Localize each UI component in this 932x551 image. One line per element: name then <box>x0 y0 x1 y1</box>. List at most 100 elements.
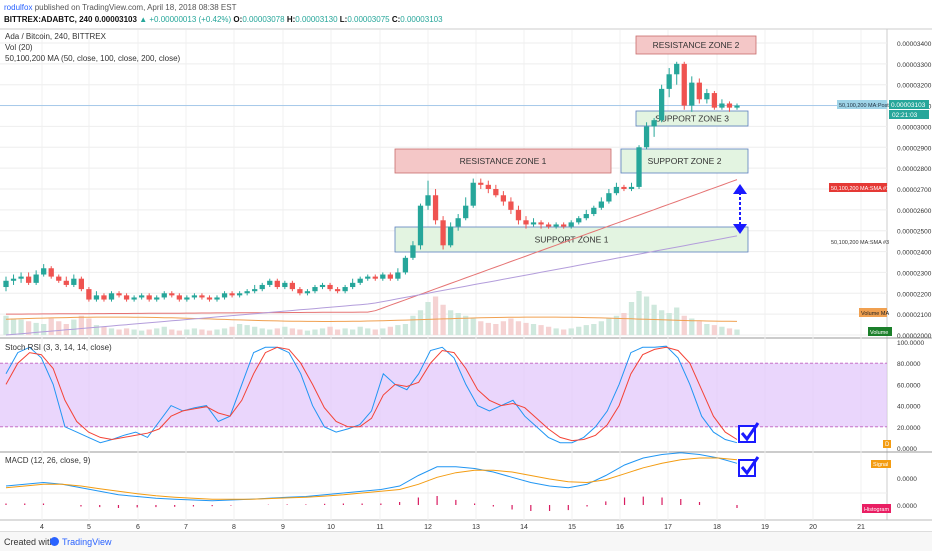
volume-bar <box>704 324 710 335</box>
candle-body <box>63 280 69 285</box>
candle-body <box>659 88 665 121</box>
candle-body <box>25 276 32 283</box>
volume-bar <box>25 321 32 335</box>
volume-bar <box>500 321 507 335</box>
candle-body <box>319 284 326 288</box>
candle-body <box>380 274 386 279</box>
ohlc-l-key: L: <box>339 15 348 24</box>
volume-bar <box>3 315 9 335</box>
tradingview-link[interactable]: TradingView <box>62 537 112 547</box>
volume-bar <box>48 318 54 335</box>
volume-bar <box>621 313 627 335</box>
volume-bar <box>176 330 182 335</box>
volume-bar <box>274 328 280 335</box>
volume-bar <box>10 318 17 335</box>
checkbox-icon <box>738 456 760 477</box>
price-tick-label: 0.00003200 <box>897 83 932 90</box>
candle-body <box>417 205 424 246</box>
volume-bar <box>282 326 288 335</box>
author-link[interactable]: rodulfox <box>4 3 33 12</box>
volume-bar <box>93 325 100 335</box>
candle-body <box>530 222 537 225</box>
candle-body <box>463 205 469 219</box>
candle-body <box>365 276 371 279</box>
stoch-rsi-pane <box>0 345 887 444</box>
volume-bar <box>387 326 393 335</box>
volume-bar <box>357 326 363 335</box>
candle-body <box>131 297 137 300</box>
candle-body <box>636 147 642 187</box>
time-tick-label: 15 <box>568 524 576 531</box>
volume-bar <box>666 313 672 335</box>
stoch-tick-label: 80.0000 <box>897 361 921 368</box>
volume-bar <box>372 329 378 335</box>
price-tick-label: 0.00002900 <box>897 145 932 152</box>
candle-body <box>553 224 559 227</box>
volume-bar <box>674 307 680 335</box>
candle-body <box>191 295 198 298</box>
time-tick-label: 13 <box>472 524 480 531</box>
signal-badge: Signal <box>873 462 888 468</box>
ohlc-h-key: H: <box>286 15 296 24</box>
candle-body <box>71 278 77 285</box>
stoch-tick-label: 40.0000 <box>897 404 921 411</box>
price-tick-label: 0.00002400 <box>897 250 932 257</box>
volume-bar <box>417 310 424 335</box>
candle-body <box>18 276 24 279</box>
candle-body <box>334 289 341 292</box>
macd-macd-line <box>5 452 738 502</box>
candle-body <box>86 289 92 300</box>
time-tick-label: 16 <box>616 524 624 531</box>
volume-bar <box>425 302 431 335</box>
candle-body <box>10 278 17 281</box>
volume-bar <box>440 304 446 335</box>
volume-bar <box>319 328 326 335</box>
volume-bar <box>78 315 84 335</box>
price-tick-label: 0.00002100 <box>897 312 932 319</box>
volume-bar <box>56 321 62 335</box>
created-with: Created with <box>4 537 55 547</box>
price-badge: 0.00003103 <box>891 102 926 109</box>
price-tick-label: 0.00003400 <box>897 41 932 48</box>
candle-body <box>508 201 514 210</box>
candle-body <box>500 195 507 202</box>
volume-bar <box>244 325 250 335</box>
candle-body <box>395 272 401 279</box>
volume-bar <box>71 319 77 335</box>
volume-bar <box>267 329 273 335</box>
footer: Created with TradingView <box>0 531 932 551</box>
volume-bar <box>719 326 725 335</box>
chart-canvas[interactable]: RESISTANCE ZONE 2 SUPPORT ZONE 3 RESISTANC… <box>0 0 932 531</box>
candle-body <box>515 209 522 221</box>
candle-body <box>259 284 265 290</box>
volume-bar <box>236 324 243 335</box>
candle-body <box>116 293 122 296</box>
time-tick-label: 19 <box>761 524 769 531</box>
volume-bar <box>711 325 718 335</box>
volume-bar <box>508 318 514 335</box>
volma-badge: Volume MA <box>861 311 889 317</box>
zone-box-1 <box>635 35 757 55</box>
sma1-badge-bg <box>829 183 887 192</box>
volume-badge: Volume <box>870 330 888 336</box>
price-tick-label: 0.00002200 <box>897 291 932 298</box>
candle-body <box>651 120 657 127</box>
candle-body <box>297 289 303 294</box>
volume-bar <box>659 310 665 335</box>
candle-body <box>711 93 718 108</box>
volume-bar <box>334 329 341 335</box>
candle-body <box>267 280 273 285</box>
time-tick-label: 10 <box>327 524 335 531</box>
volume-bar <box>123 328 130 335</box>
volume-bar <box>304 330 311 335</box>
countdown-badge-bg <box>889 110 929 119</box>
checkbox-icon <box>738 422 760 443</box>
candle-body <box>440 220 446 246</box>
candle-body <box>538 222 544 225</box>
volume-bar <box>432 296 439 335</box>
candle-body <box>674 63 680 75</box>
candle-body <box>229 293 235 296</box>
volume-bar <box>289 328 296 335</box>
candle-body <box>327 284 333 290</box>
volume-bar <box>229 326 235 335</box>
